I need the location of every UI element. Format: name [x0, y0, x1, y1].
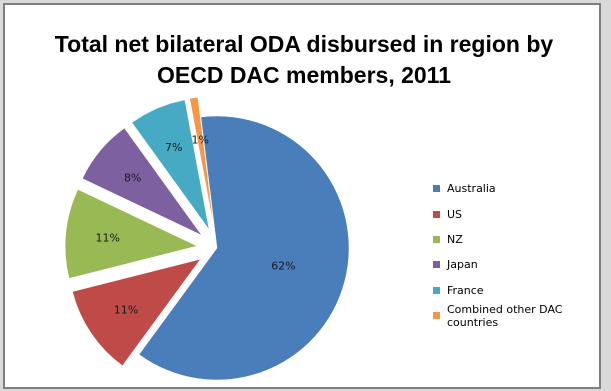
- chart-frame: Total net bilateral ODA disbursed in reg…: [3, 3, 601, 389]
- legend-swatch-nz: [433, 235, 440, 243]
- legend-label-nz: NZ: [447, 232, 463, 246]
- legend-swatch-japan: [433, 261, 440, 269]
- legend-swatch-us: [433, 210, 440, 218]
- pie-slice-australia: [138, 115, 350, 381]
- legend-label-australia: Australia: [447, 182, 496, 196]
- data-label-combined-other-dac-countries: 1%: [191, 134, 208, 147]
- pie-slice-france: [131, 99, 210, 230]
- legend-item-combined-other-dac-countries: Combined other DAC countries: [433, 302, 599, 329]
- legend-item-us: US: [433, 201, 599, 226]
- legend-item-france: France: [433, 278, 599, 303]
- legend-item-japan: Japan: [433, 252, 599, 277]
- pie-slice-combined-other-dac-countries: [189, 96, 215, 229]
- data-label-france: 7%: [165, 141, 182, 154]
- legend-item-nz: NZ: [433, 227, 599, 252]
- legend-label-japan: Japan: [447, 258, 478, 272]
- legend-item-australia: Australia: [433, 176, 599, 201]
- data-label-nz: 11%: [96, 231, 120, 244]
- pie-slice-nz: [64, 189, 198, 279]
- chart-title: Total net bilateral ODA disbursed in reg…: [5, 29, 603, 91]
- data-label-japan: 8%: [124, 172, 141, 185]
- chart-title-line-2: OECD DAC members, 2011: [156, 62, 451, 88]
- chart-title-line-1: Total net bilateral ODA disbursed in reg…: [54, 31, 554, 57]
- pie-slice-japan: [82, 127, 202, 236]
- legend-label-us: US: [447, 207, 463, 221]
- pie-chart: 62% 11% 11% 8% 7% 1%: [64, 96, 350, 381]
- legend-label-france: France: [447, 283, 484, 297]
- data-label-australia: 62%: [271, 259, 295, 272]
- legend-swatch-combined-other-dac-countries: [433, 312, 440, 320]
- legend-swatch-france: [433, 286, 440, 294]
- legend-label-combined-other-dac-countries: Combined other DAC countries: [447, 302, 563, 329]
- data-label-us: 11%: [114, 303, 138, 316]
- chart-legend: Australia US NZ Japan France Combined other D…: [433, 176, 599, 329]
- pie-slice-us: [72, 258, 202, 367]
- legend-swatch-australia: [433, 185, 440, 193]
